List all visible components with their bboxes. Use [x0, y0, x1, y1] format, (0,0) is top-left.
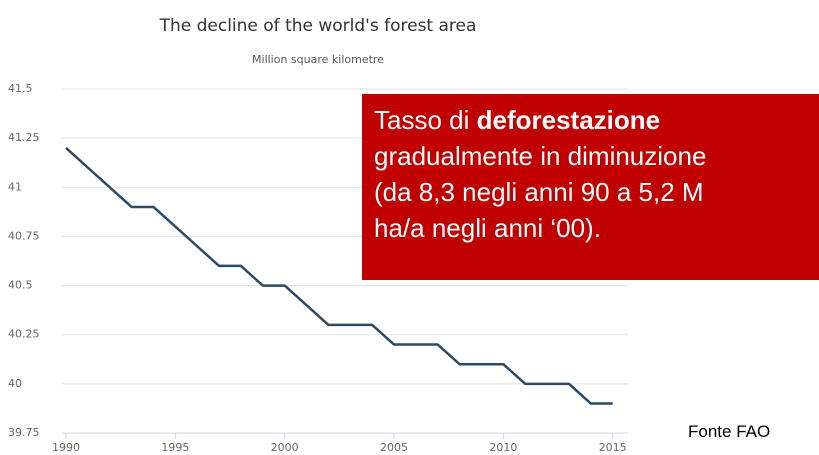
x-tick-label: 1995	[161, 441, 189, 454]
annotation-text: gradualmente in diminuzione	[374, 141, 707, 171]
annotation-text: ha/a negli anni ‘00).	[374, 213, 601, 243]
source: Fonte FAO	[688, 422, 771, 441]
x-tick-label: 2000	[271, 441, 299, 454]
y-tick-label: 39.75	[8, 426, 40, 439]
chart-subtitle: Million square kilometre	[252, 53, 384, 66]
annotation-line: (da 8,3 negli anni 90 a 5,2 M	[374, 174, 819, 210]
x-tick-label: 2015	[599, 441, 627, 454]
y-tick-label: 41.5	[8, 82, 33, 95]
y-tick-label: 40.5	[8, 279, 33, 292]
annotation-text: deforestazione	[476, 105, 661, 135]
annotation-line: Tasso di deforestazione	[374, 102, 819, 138]
annotation-line: ha/a negli anni ‘00).	[374, 210, 819, 246]
x-tick-label: 2005	[380, 441, 408, 454]
x-tick-label: 1990	[52, 441, 80, 454]
y-tick-label: 41	[8, 180, 22, 193]
y-tick-label: 41.25	[8, 131, 40, 144]
x-tick-label: 2010	[489, 441, 517, 454]
y-tick-label: 40	[8, 377, 22, 390]
y-tick-label: 40.25	[8, 328, 40, 341]
annotation: Tasso di deforestazione gradualmente in d…	[362, 94, 819, 280]
data-line	[65, 147, 613, 405]
chart-title: The decline of the world's forest area	[159, 16, 477, 36]
annotation-text: (da 8,3 negli anni 90 a 5,2 M	[374, 177, 704, 207]
annotation-line: gradualmente in diminuzione	[374, 138, 819, 174]
annotation-text: Tasso di	[374, 105, 477, 135]
y-tick-label: 40.75	[8, 229, 40, 242]
